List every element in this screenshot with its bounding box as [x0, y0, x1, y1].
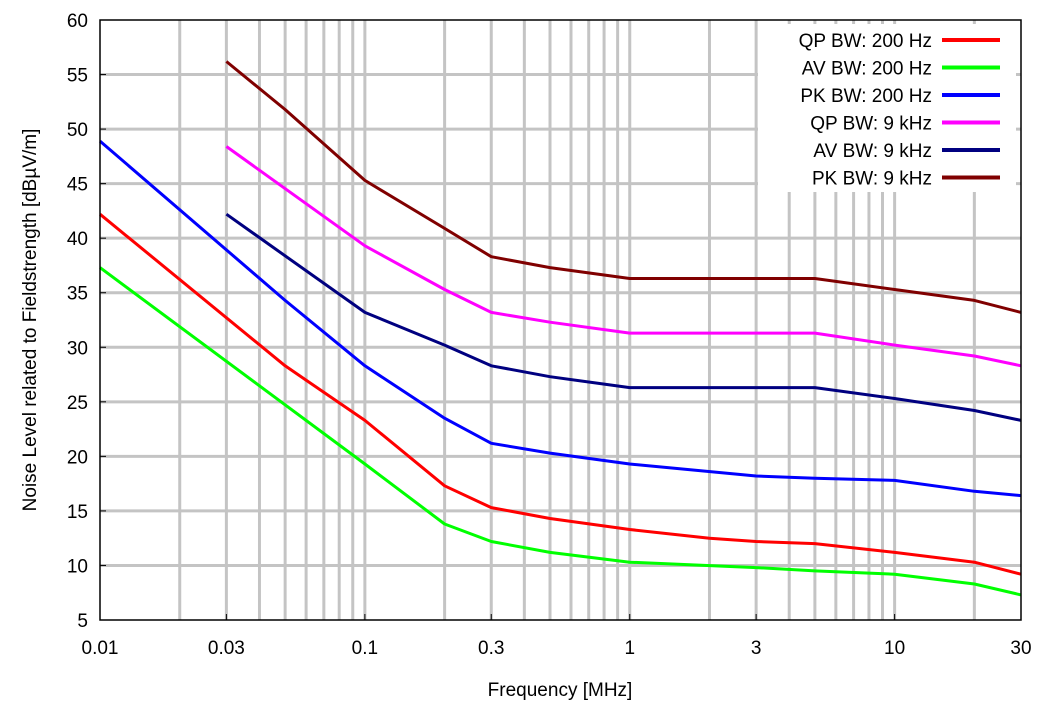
y-axis-title: Noise Level related to Fieldstrength [dB… [20, 129, 41, 512]
x-tick-label: 30 [1010, 638, 1031, 659]
y-tick-label: 35 [67, 284, 88, 305]
x-tick-label: 0.01 [82, 638, 119, 659]
y-tick-label: 15 [67, 502, 88, 523]
y-tick-label: 5 [77, 611, 88, 632]
x-tick-label: 0.1 [352, 638, 378, 659]
x-tick-label: 10 [884, 638, 905, 659]
legend-label: PK BW: 200 Hz [800, 86, 932, 107]
y-axis-ticks: 5 10 15 20 25 30 35 40 45 50 55 60 [67, 11, 106, 632]
series-line-1 [99, 213, 1022, 576]
series-lines [99, 60, 1022, 597]
y-tick-label: 55 [67, 66, 88, 87]
y-tick-label: 45 [67, 175, 88, 196]
y-tick-label: 60 [67, 11, 88, 32]
x-axis-ticks: 0.01 0.03 0.1 0.3 1 3 10 30 [82, 614, 1032, 659]
x-tick-label: 0.03 [208, 638, 245, 659]
y-tick-label: 40 [67, 229, 88, 250]
legend-label: QP BW: 200 Hz [799, 31, 932, 52]
series-line-6 [225, 60, 1022, 314]
series-line-5 [225, 212, 1022, 422]
y-tick-label: 20 [67, 447, 88, 468]
x-tick-label: 1 [624, 638, 635, 659]
y-tick-label: 30 [67, 338, 88, 359]
x-axis-title: Frequency [MHz] [488, 680, 633, 701]
series-line-2 [99, 266, 1022, 597]
series-line-3 [99, 139, 1022, 498]
legend: QP BW: 200 Hz AV BW: 200 Hz PK BW: 200 Hz Q… [758, 24, 1016, 192]
series-line-4 [225, 145, 1022, 368]
legend-label: PK BW: 9 kHz [812, 169, 932, 190]
legend-box [758, 24, 1016, 192]
x-tick-label: 0.3 [478, 638, 504, 659]
legend-label: AV BW: 200 Hz [802, 59, 932, 80]
legend-label: QP BW: 9 kHz [810, 114, 932, 135]
y-tick-label: 10 [67, 556, 88, 577]
x-tick-label: 3 [751, 638, 762, 659]
y-tick-label: 25 [67, 393, 88, 414]
plot-frame [99, 19, 1022, 621]
legend-label: AV BW: 9 kHz [813, 141, 932, 162]
y-tick-label: 50 [67, 120, 88, 141]
